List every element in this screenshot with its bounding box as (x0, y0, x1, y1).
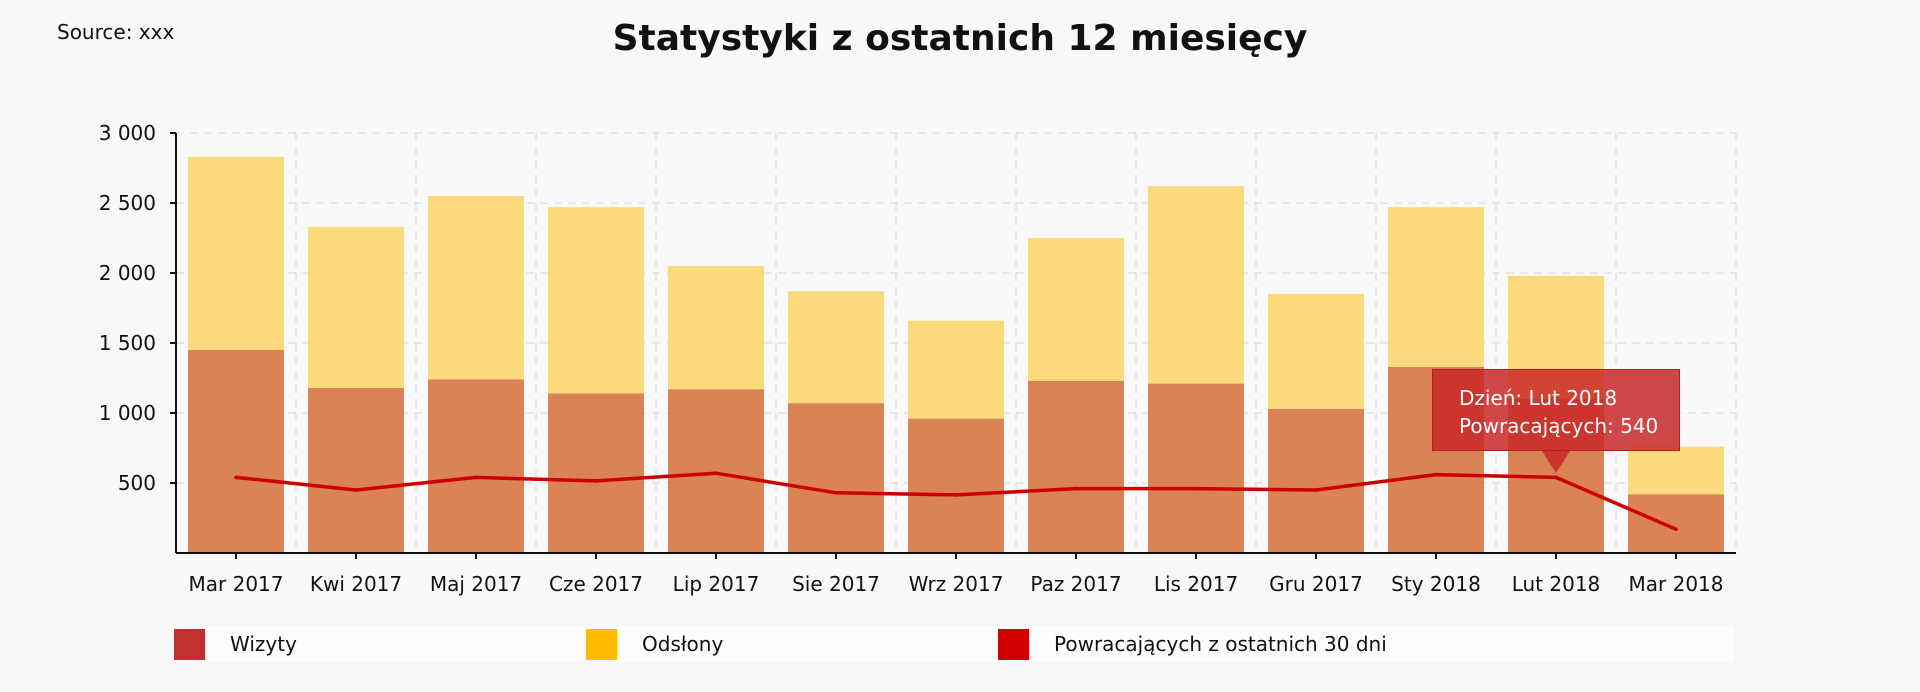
bar-wizyty (1628, 494, 1724, 553)
tooltip: Dzień: Lut 2018 Powracających: 540 (1432, 369, 1680, 451)
line-point (1314, 488, 1318, 492)
x-tick-label: Sie 2017 (792, 572, 880, 596)
legend-label-powracajacych: Powracających z ostatnich 30 dni (1054, 632, 1387, 656)
line-point (1194, 486, 1198, 491)
legend: Wizyty Odsłony Powracających z ostatnich… (174, 626, 1734, 662)
bar-odslony (188, 156, 284, 350)
line-point (714, 471, 718, 476)
x-tick-label: Kwi 2017 (310, 572, 402, 596)
legend-label-odslony: Odsłony (642, 632, 724, 656)
line-point (354, 488, 358, 492)
bar-wizyty (188, 350, 284, 553)
bar-wizyty (548, 393, 644, 553)
tooltip-day: Dzień: Lut 2018 (1459, 386, 1618, 410)
bar-odslony (548, 207, 644, 394)
x-tick-label: Wrz 2017 (909, 572, 1004, 596)
bar-wizyty (788, 403, 884, 553)
line-series (234, 471, 1678, 531)
x-tick-label: Maj 2017 (430, 572, 522, 596)
bar-odslony (1028, 238, 1124, 381)
line-point (234, 475, 238, 480)
legend-swatch-odslony (586, 629, 617, 660)
bar-odslony (668, 266, 764, 390)
bar-odslony (788, 291, 884, 404)
x-tick-label: Lut 2018 (1512, 572, 1601, 596)
x-tick-label: Lip 2017 (673, 572, 760, 596)
line-point (1674, 527, 1678, 531)
x-tick-label: Paz 2017 (1030, 572, 1121, 596)
bar-odslony (908, 320, 1004, 419)
x-tick-label: Mar 2017 (189, 572, 284, 596)
bar-wizyty (308, 387, 404, 553)
legend-swatch-wizyty (174, 629, 205, 660)
x-tick-label: Lis 2017 (1154, 572, 1238, 596)
bar-series (188, 156, 1724, 553)
axes (170, 132, 1736, 559)
line-point (1074, 486, 1078, 491)
tick-labels: 500 1 000 1 500 2 000 2 500 3 000 Mar 2017 Kwi … (99, 121, 1724, 596)
bar-wizyty (428, 379, 524, 553)
line-point (954, 493, 958, 497)
y-tick-label: 500 (118, 471, 156, 495)
x-tick-label: Mar 2018 (1629, 572, 1724, 596)
bar-odslony (1148, 186, 1244, 384)
bar-odslony (428, 196, 524, 380)
tooltip-returning: Powracających: 540 (1459, 414, 1659, 438)
x-tick-label: Gru 2017 (1269, 572, 1363, 596)
x-tick-label: Cze 2017 (549, 572, 643, 596)
source-note: Source: xxx (57, 20, 175, 44)
bar-wizyty (1148, 383, 1244, 553)
line-point (834, 491, 838, 495)
y-tick-label: 1 500 (99, 331, 156, 355)
line-point (474, 475, 478, 480)
bar-wizyty (668, 389, 764, 553)
bar-wizyty (1028, 380, 1124, 553)
bar-odslony (308, 226, 404, 388)
tooltip-arrow (1542, 451, 1570, 473)
legend-swatch-powracajacych (998, 629, 1029, 660)
y-tick-label: 3 000 (99, 121, 156, 145)
line-point (1554, 475, 1558, 480)
y-tick-label: 2 000 (99, 261, 156, 285)
line-point (1434, 472, 1438, 477)
legend-label-wizyty: Wizyty (230, 632, 297, 656)
bar-wizyty (1268, 408, 1364, 553)
chart-title: Statystyki z ostatnich 12 miesięcy (612, 18, 1308, 59)
bar-odslony (1628, 446, 1724, 495)
bar-odslony (1268, 294, 1364, 409)
line-point (594, 479, 598, 483)
y-tick-label: 1 000 (99, 401, 156, 425)
bar-odslony (1388, 207, 1484, 367)
y-tick-label: 2 500 (99, 191, 156, 215)
x-tick-label: Sty 2018 (1391, 572, 1481, 596)
bar-wizyty (908, 418, 1004, 553)
